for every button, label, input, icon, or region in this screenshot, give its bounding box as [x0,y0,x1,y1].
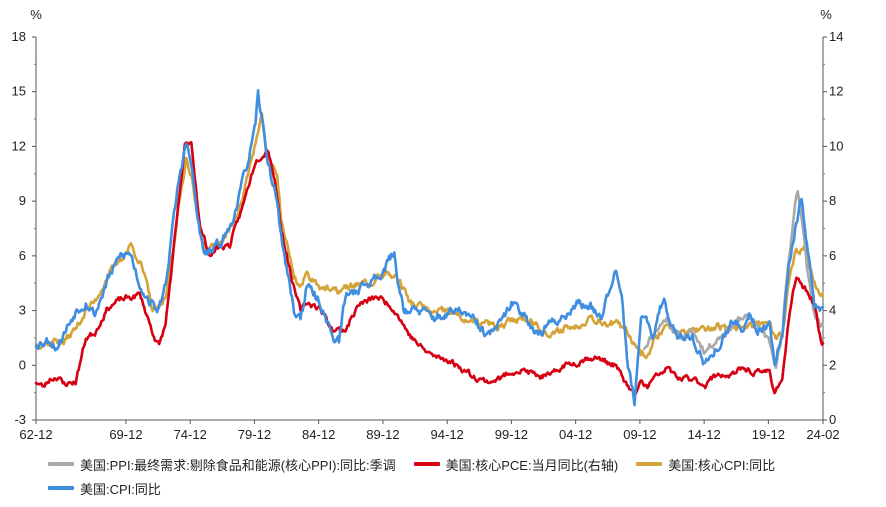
right-tick-label-5: 10 [829,138,843,153]
right-tick-label-2: 4 [829,303,836,318]
right-tick-label-1: 2 [829,357,836,372]
left-tick-label-0: -3 [14,412,26,427]
x-tick-label-6: 94-12 [431,427,464,442]
series-line-core-cpi [34,111,825,360]
left-tick-label-4: 9 [19,193,26,208]
x-tick-label-9: 09-12 [623,427,656,442]
legend-item-core-ppi: 美国:PPI:最终需求:剔除食品和能源(核心PPI):同比:季调 [48,455,396,474]
right-tick-label-7: 14 [829,29,843,44]
legend-swatch-core-pce [413,462,440,466]
series-line-core-pce [34,141,825,396]
axes: -3 0 3 6 9 12 15 18 0 2 4 6 8 10 12 14 62-12 69-12 74-12 79… [12,29,844,442]
series-line-core-ppi [642,190,825,370]
legend-swatch-cpi [48,486,74,490]
legend-label-cpi: 美国:CPI:同比 [80,481,161,497]
left-axis-unit: % [30,7,42,22]
series-line-cpi [34,89,825,407]
legend-row-2: 美国:CPI:同比 [48,476,878,500]
legend: 美国:PPI:最终需求:剔除食品和能源(核心PPI):同比:季调 美国:核心PC… [48,452,878,500]
right-tick-label-3: 6 [829,248,836,263]
legend-item-core-cpi: 美国:核心CPI:同比 [636,455,775,474]
right-tick-label-4: 8 [829,193,836,208]
x-tick-label-11: 19-12 [752,427,785,442]
x-tick-label-5: 89-12 [366,427,399,442]
left-tick-label-6: 15 [12,84,26,99]
right-axis-unit: % [820,7,832,22]
x-tick-label-0: 62-12 [19,427,52,442]
left-tick-label-3: 6 [19,248,26,263]
legend-item-core-pce: 美国:核心PCE:当月同比(右轴) [413,455,619,474]
legend-swatch-core-cpi [636,462,663,466]
left-tick-label-1: 0 [19,357,26,372]
x-tick-label-7: 99-12 [495,427,528,442]
legend-swatch-core-ppi [48,462,74,466]
right-tick-label-0: 0 [829,412,836,427]
legend-label-core-ppi: 美国:PPI:最终需求:剔除食品和能源(核心PPI):同比:季调 [80,457,396,473]
legend-label-core-cpi: 美国:核心CPI:同比 [668,457,776,473]
x-tick-label-4: 84-12 [302,427,335,442]
legend-row-1: 美国:PPI:最终需求:剔除食品和能源(核心PPI):同比:季调 美国:核心PC… [48,452,878,476]
series-group [34,89,825,407]
left-tick-label-5: 12 [12,138,26,153]
x-tick-label-1: 69-12 [109,427,142,442]
right-tick-label-6: 12 [829,84,843,99]
x-tick-label-12: 24-02 [806,427,839,442]
left-tick-label-2: 3 [19,303,26,318]
left-tick-label-7: 18 [12,29,26,44]
x-tick-label-2: 74-12 [174,427,207,442]
x-tick-label-3: 79-12 [238,427,271,442]
legend-label-core-pce: 美国:核心PCE:当月同比(右轴) [445,457,619,473]
x-tick-label-10: 14-12 [688,427,721,442]
x-tick-label-8: 04-12 [559,427,592,442]
legend-item-cpi: 美国:CPI:同比 [48,479,161,498]
